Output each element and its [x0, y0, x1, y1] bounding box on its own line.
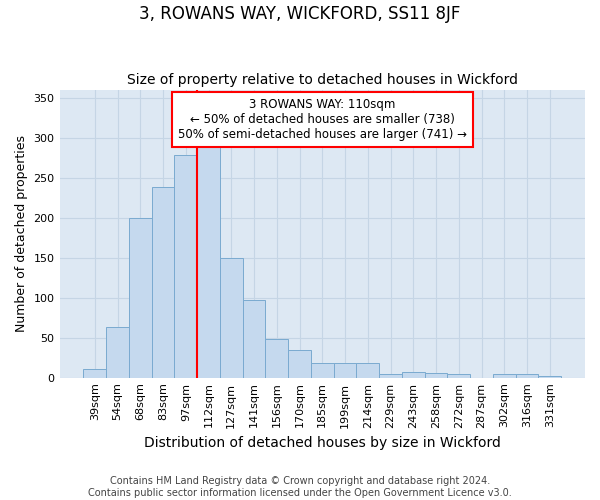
Bar [152, 187, 175, 378]
Bar [129, 218, 152, 378]
Bar [515, 374, 538, 378]
Bar [220, 258, 242, 378]
Bar [379, 374, 402, 378]
Title: Size of property relative to detached houses in Wickford: Size of property relative to detached ho… [127, 73, 518, 87]
Bar [197, 144, 220, 378]
Bar [175, 155, 197, 378]
Bar [356, 364, 379, 378]
Bar [334, 364, 356, 378]
Bar [265, 340, 288, 378]
Bar [493, 374, 515, 378]
Bar [106, 328, 129, 378]
Bar [425, 373, 448, 378]
Bar [83, 369, 106, 378]
Text: 3 ROWANS WAY: 110sqm
← 50% of detached houses are smaller (738)
50% of semi-deta: 3 ROWANS WAY: 110sqm ← 50% of detached h… [178, 98, 467, 141]
Bar [242, 300, 265, 378]
Bar [448, 374, 470, 378]
Bar [402, 372, 425, 378]
Text: Contains HM Land Registry data © Crown copyright and database right 2024.
Contai: Contains HM Land Registry data © Crown c… [88, 476, 512, 498]
X-axis label: Distribution of detached houses by size in Wickford: Distribution of detached houses by size … [144, 436, 501, 450]
Bar [311, 364, 334, 378]
Y-axis label: Number of detached properties: Number of detached properties [15, 135, 28, 332]
Bar [288, 350, 311, 378]
Text: 3, ROWANS WAY, WICKFORD, SS11 8JF: 3, ROWANS WAY, WICKFORD, SS11 8JF [139, 5, 461, 23]
Bar [538, 376, 561, 378]
